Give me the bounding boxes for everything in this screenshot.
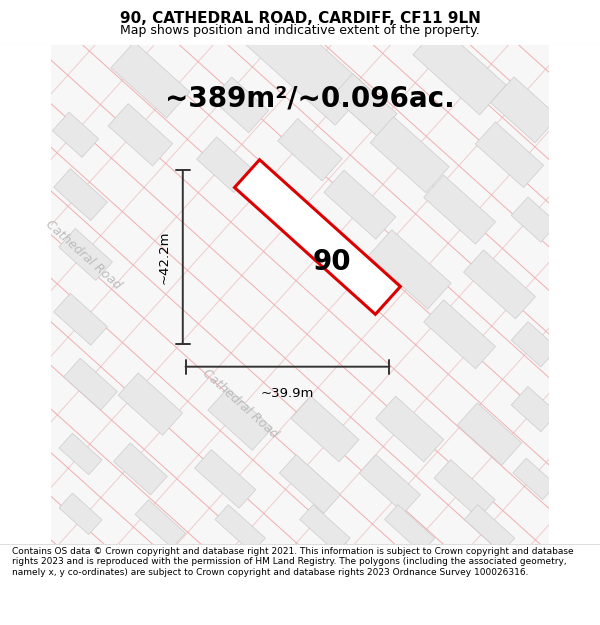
- Text: 90, CATHEDRAL ROAD, CARDIFF, CF11 9LN: 90, CATHEDRAL ROAD, CARDIFF, CF11 9LN: [119, 11, 481, 26]
- Text: 90: 90: [313, 248, 352, 276]
- Polygon shape: [59, 433, 102, 475]
- Polygon shape: [59, 229, 112, 281]
- Text: Map shows position and indicative extent of the property.: Map shows position and indicative extent…: [120, 24, 480, 37]
- Polygon shape: [215, 505, 265, 553]
- Polygon shape: [491, 77, 559, 143]
- Polygon shape: [300, 505, 350, 553]
- Polygon shape: [212, 77, 269, 132]
- Polygon shape: [413, 25, 506, 115]
- Polygon shape: [370, 117, 449, 192]
- Polygon shape: [511, 197, 557, 242]
- Text: Cathedral Road: Cathedral Road: [43, 217, 124, 292]
- Polygon shape: [118, 373, 182, 435]
- Polygon shape: [208, 388, 272, 450]
- Polygon shape: [475, 122, 544, 188]
- Polygon shape: [278, 119, 342, 181]
- Polygon shape: [464, 250, 535, 319]
- Polygon shape: [52, 112, 99, 158]
- Polygon shape: [232, 0, 368, 125]
- Polygon shape: [59, 493, 102, 534]
- Polygon shape: [368, 230, 451, 309]
- Text: Cathedral Road: Cathedral Road: [200, 367, 280, 441]
- Polygon shape: [53, 293, 107, 345]
- Polygon shape: [359, 454, 421, 513]
- Polygon shape: [464, 505, 515, 553]
- Polygon shape: [513, 458, 556, 499]
- Polygon shape: [324, 170, 396, 239]
- Text: ~39.9m: ~39.9m: [261, 387, 314, 399]
- Polygon shape: [424, 300, 496, 369]
- Polygon shape: [511, 386, 557, 432]
- Polygon shape: [194, 449, 256, 508]
- Polygon shape: [434, 459, 495, 518]
- Polygon shape: [280, 454, 341, 513]
- Polygon shape: [108, 104, 173, 166]
- Polygon shape: [385, 505, 435, 553]
- Polygon shape: [64, 358, 118, 410]
- Text: Contains OS data © Crown copyright and database right 2021. This information is : Contains OS data © Crown copyright and d…: [12, 547, 574, 577]
- Polygon shape: [111, 42, 190, 118]
- Polygon shape: [235, 160, 400, 314]
- Polygon shape: [457, 403, 522, 465]
- Polygon shape: [197, 137, 254, 192]
- Polygon shape: [424, 175, 496, 244]
- Polygon shape: [511, 322, 557, 367]
- Text: ~389m²/~0.096ac.: ~389m²/~0.096ac.: [165, 85, 455, 113]
- Polygon shape: [135, 500, 185, 548]
- Polygon shape: [53, 169, 107, 221]
- Polygon shape: [376, 396, 444, 462]
- Text: ~42.2m: ~42.2m: [157, 230, 170, 284]
- Polygon shape: [291, 396, 359, 462]
- Polygon shape: [113, 443, 167, 495]
- Polygon shape: [332, 74, 397, 136]
